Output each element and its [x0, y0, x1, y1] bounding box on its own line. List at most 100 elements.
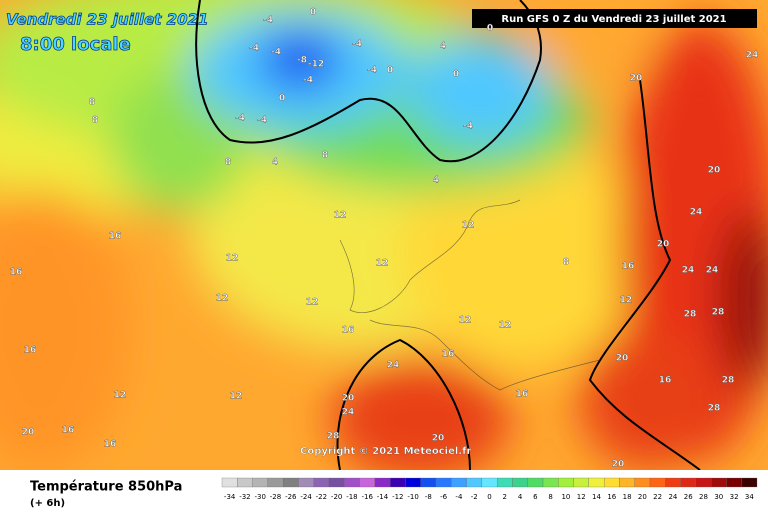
contour-label: -4 — [367, 66, 377, 76]
colorbar-label: -22 — [316, 493, 327, 501]
footer — [0, 470, 768, 512]
colorbar-swatch — [328, 477, 345, 488]
contour-label: 16 — [442, 350, 455, 360]
contour-label: -4 — [249, 44, 259, 54]
colorbar-label: 26 — [684, 493, 693, 501]
colorbar-swatch — [649, 477, 666, 488]
colorbar-label: 8 — [548, 493, 552, 501]
contour-label: -12 — [308, 60, 324, 70]
temperature-field — [0, 0, 768, 470]
colorbar-swatch — [298, 477, 314, 488]
colorbar-swatch — [634, 477, 651, 488]
contour-label: 28 — [684, 310, 697, 320]
contour-label: 20 — [432, 434, 445, 444]
colorbar-swatch — [619, 477, 635, 488]
colorbar-label: 4 — [518, 493, 523, 501]
colorbar-swatch — [282, 477, 299, 488]
contour-label: 24 — [682, 266, 695, 276]
contour-label: 4 — [272, 158, 278, 168]
colorbar-swatch — [359, 477, 376, 488]
colorbar-swatch — [481, 477, 498, 488]
colorbar-swatch — [558, 477, 574, 488]
contour-label: 24 — [690, 208, 703, 218]
contour-label: 20 — [616, 354, 629, 364]
colorbar-label: -2 — [471, 493, 478, 501]
colorbar-label: -28 — [270, 493, 281, 501]
contour-label: 12 — [230, 392, 243, 402]
colorbar-swatch — [451, 477, 467, 488]
contour-label: -4 — [257, 116, 267, 126]
field-name: Température 850hPa — [30, 480, 182, 495]
colorbar-swatch — [405, 477, 421, 488]
colorbar: -34 -32 -30 -28 -26 -24 -22 -20 -18 -16 -14 -12 -10-… — [221, 477, 758, 501]
colorbar-swatch — [466, 477, 483, 488]
contour-label: 12 — [376, 259, 389, 269]
contour-label: 12 — [620, 296, 633, 306]
contour-label: -4 — [235, 114, 245, 124]
coastlines — [339, 199, 601, 391]
lead-time: (+ 6h) — [30, 498, 65, 509]
colorbar-swatch — [726, 477, 742, 488]
contour-label: 28 — [722, 376, 735, 386]
colorbar-label: -32 — [239, 493, 250, 501]
contour-label: -4 — [263, 16, 273, 26]
contour-label: 16 — [622, 262, 635, 272]
colorbar-label: 6 — [533, 493, 538, 501]
colorbar-label: -8 — [425, 493, 432, 501]
contour-label: 16 — [109, 232, 122, 242]
title: Vendredi 23 juillet 2021 — [6, 11, 208, 29]
contour-label: 12 — [226, 254, 239, 264]
contours — [195, 0, 701, 470]
colorbar-label: 30 — [714, 493, 723, 501]
colorbar-swatch — [588, 477, 605, 488]
colorbar-swatch — [496, 477, 513, 488]
contour-label: 0 — [387, 66, 393, 76]
contour-label: 24 — [342, 408, 355, 418]
contour-label: 0 — [279, 94, 285, 104]
colorbar-label: 10 — [561, 493, 570, 501]
contour-label: 0 — [453, 70, 459, 80]
contour-label: -8 — [297, 56, 307, 66]
colorbar-swatch — [680, 477, 697, 488]
colorbar-swatch — [389, 477, 406, 488]
contour-label: 20 — [612, 460, 625, 470]
contour-label: 8 — [92, 116, 98, 126]
contour-label: 12 — [216, 294, 229, 304]
contour-label: 8 — [563, 258, 569, 268]
colorbar-swatch — [710, 477, 727, 488]
colorbar-label: 14 — [592, 493, 601, 501]
colorbar-label: -18 — [346, 493, 357, 501]
colorbar-label: 16 — [607, 493, 616, 501]
colorbar-swatch — [695, 477, 712, 488]
colorbar-swatch — [741, 477, 758, 488]
colorbar-label: -12 — [392, 493, 403, 501]
contour-label: -4 — [303, 76, 313, 86]
run-box — [472, 9, 757, 28]
contour-label: 4 — [440, 42, 446, 52]
colorbar-label: 28 — [699, 493, 708, 501]
contour-label: -4 — [463, 122, 473, 132]
contour-label: 8 — [225, 158, 231, 168]
contour-label: 16 — [516, 390, 529, 400]
colorbar-label: -20 — [331, 493, 342, 501]
colorbar-swatch — [344, 477, 360, 488]
contour-label: 0 — [487, 24, 493, 34]
colorbar-label: -24 — [300, 493, 312, 501]
contour-label: 12 — [114, 391, 127, 401]
colorbar-label: -16 — [361, 493, 373, 501]
colorbar-swatch — [542, 477, 559, 488]
contour-label: 16 — [104, 440, 117, 450]
colorbar-swatch — [374, 477, 391, 488]
colorbar-label: 32 — [730, 493, 739, 501]
colorbar-swatch — [237, 477, 253, 488]
colorbar-label: -30 — [254, 493, 265, 501]
colorbar-swatch — [527, 477, 544, 488]
contour-label: 20 — [657, 240, 670, 250]
contour-label: 28 — [708, 404, 721, 414]
colorbar-label: 2 — [503, 493, 507, 501]
contour-label: 16 — [659, 376, 672, 386]
copyright: Copyright © 2021 Meteociel.fr — [300, 446, 471, 457]
contour-label: 16 — [10, 268, 23, 278]
